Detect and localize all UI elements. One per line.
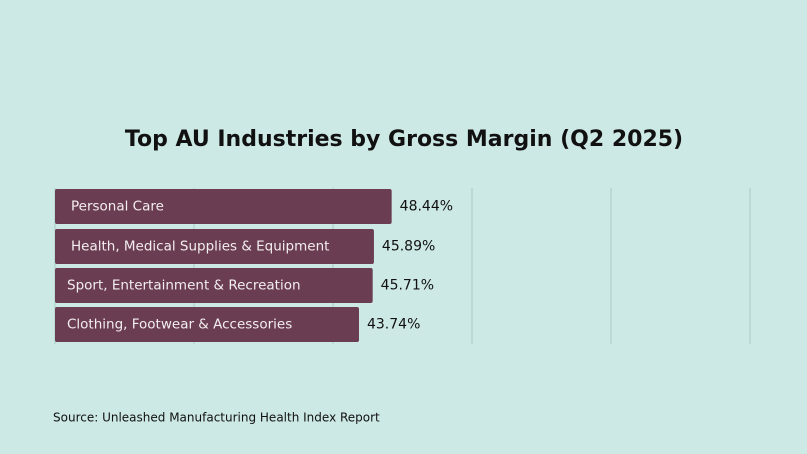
category-label: Sport, Entertainment & Recreation xyxy=(67,278,301,294)
value-label: 48.44% xyxy=(400,199,453,215)
bar xyxy=(55,189,392,224)
category-label: Health, Medical Supplies & Equipment xyxy=(71,239,329,255)
bar xyxy=(55,229,374,264)
category-label: Clothing, Footwear & Accessories xyxy=(67,317,292,333)
value-label: 45.71% xyxy=(381,278,434,294)
bar xyxy=(55,268,373,303)
bar xyxy=(55,307,359,342)
chart-title: Top AU Industries by Gross Margin (Q2 20… xyxy=(125,127,683,152)
source-note: Source: Unleashed Manufacturing Health I… xyxy=(53,411,380,425)
value-label: 43.74% xyxy=(367,317,420,333)
category-label: Personal Care xyxy=(71,199,164,215)
value-label: 45.89% xyxy=(382,239,435,255)
